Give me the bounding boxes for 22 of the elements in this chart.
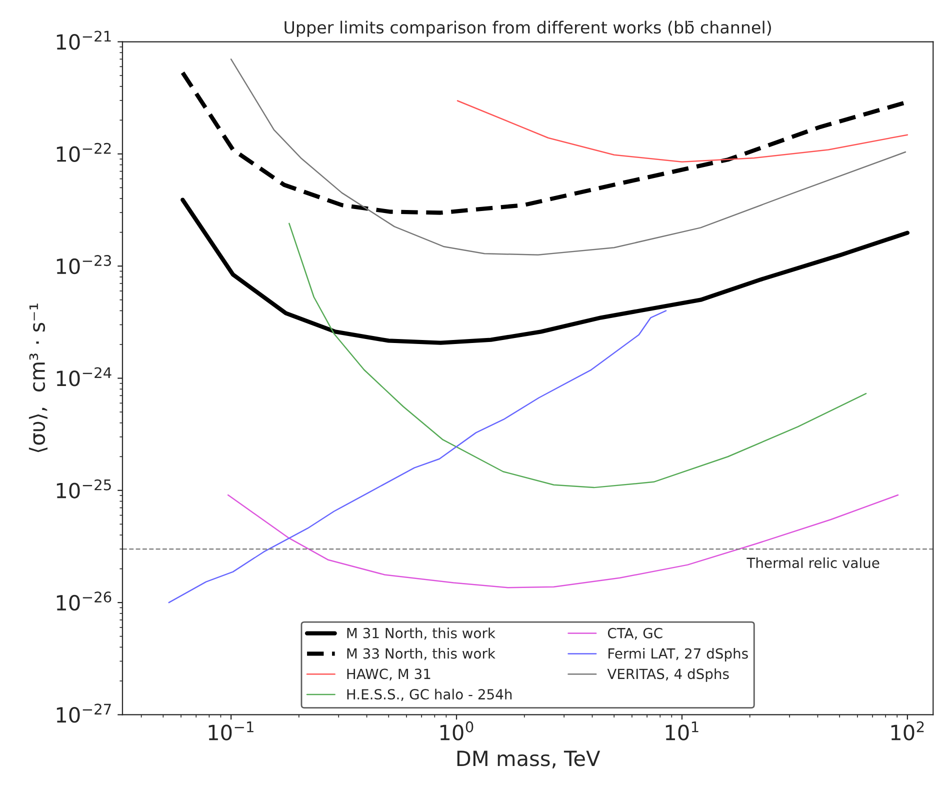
legend-label: CTA, GC	[608, 628, 662, 640]
y-tick-label: 10$^{−26}$	[56, 592, 112, 611]
x-tick-label: 10$^{1}$	[666, 722, 698, 740]
legend-label: H.E.S.S., GC halo - 254h	[347, 688, 512, 701]
y-tick-label: 10$^{−25}$	[56, 479, 111, 498]
legend-label: VERITAS, 4 dSphs	[607, 668, 729, 682]
y-tick-label: 10$^{−22}$	[56, 142, 111, 162]
y-tick-label: 10$^{−27}$	[56, 704, 111, 723]
legend-label: M 33 North, this work	[347, 648, 496, 660]
legend-label: M 31 North, this work	[347, 628, 496, 640]
chart-title: Upper limits comparison from different works (bb̄ channel)	[284, 20, 771, 37]
x-tick-label: 10$^{0}$	[440, 721, 474, 740]
x-axis-title: DM mass, TeV	[457, 750, 600, 768]
y-tick-label: 10$^{−21}$	[56, 30, 111, 50]
x-tick-label: 10$^{2}$	[891, 721, 924, 740]
ref-line-label: Thermal relic value	[746, 557, 880, 568]
legend-label: HAWC, M 31	[347, 668, 430, 681]
legend-label: Fermi LAT, 27 dSphs	[608, 648, 748, 662]
x-tick-label: 10$^{−1}$	[208, 722, 254, 740]
y-axis-title: ⟨συ⟩, cm³ · s⁻¹	[28, 304, 48, 452]
y-tick-label: 10$^{−24}$	[56, 367, 112, 386]
y-tick-label: 10$^{−23}$	[56, 255, 111, 274]
